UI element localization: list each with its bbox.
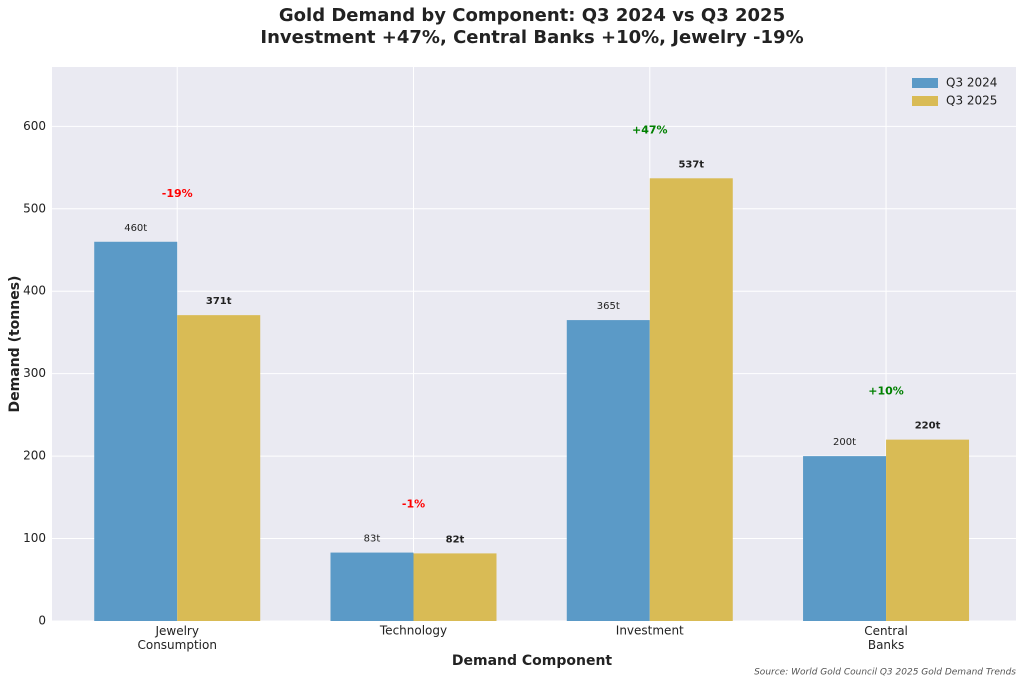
legend-swatch — [912, 78, 938, 88]
x-tick-label: Technology — [379, 624, 447, 638]
bar — [566, 320, 650, 621]
y-tick-label: 200 — [23, 449, 46, 463]
value-label: 365t — [597, 301, 620, 312]
y-tick-label: 500 — [23, 201, 46, 215]
bar — [177, 315, 261, 621]
value-label: 460t — [124, 223, 147, 234]
bar — [413, 553, 497, 621]
x-axis-label: Demand Component — [452, 653, 613, 669]
value-label: 200t — [833, 437, 856, 448]
bar — [649, 178, 733, 621]
source-note: Source: World Gold Council Q3 2025 Gold … — [754, 668, 1016, 678]
chart-subtitle: Investment +47%, Central Banks +10%, Jew… — [260, 27, 803, 48]
bar — [330, 552, 414, 621]
x-tick-label: Central Banks — [864, 624, 908, 652]
y-tick-label: 600 — [23, 119, 46, 133]
y-tick-label: 300 — [23, 366, 46, 380]
value-label: 220t — [915, 421, 941, 432]
bar — [94, 241, 178, 621]
legend-label: Q3 2025 — [946, 94, 997, 108]
change-label: -1% — [402, 498, 425, 511]
chart-title: Gold Demand by Component: Q3 2024 vs Q3 … — [279, 5, 785, 26]
legend-swatch — [912, 96, 938, 106]
y-tick-label: 400 — [23, 284, 46, 298]
x-tick-label: Investment — [616, 624, 684, 638]
value-label: 82t — [446, 534, 465, 545]
legend-label: Q3 2024 — [946, 76, 997, 90]
y-tick-label: 0 — [38, 614, 46, 628]
y-tick-label: 100 — [23, 531, 46, 545]
y-axis-label: Demand (tonnes) — [7, 276, 23, 413]
value-label: 537t — [678, 159, 704, 170]
value-label: 83t — [364, 534, 381, 545]
x-tick-label: Jewelry Consumption — [137, 624, 216, 652]
bar — [803, 456, 887, 621]
change-label: -19% — [162, 187, 193, 200]
bar — [886, 439, 970, 621]
value-label: 371t — [206, 296, 232, 307]
change-label: +47% — [632, 123, 668, 136]
change-label: +10% — [868, 385, 904, 398]
